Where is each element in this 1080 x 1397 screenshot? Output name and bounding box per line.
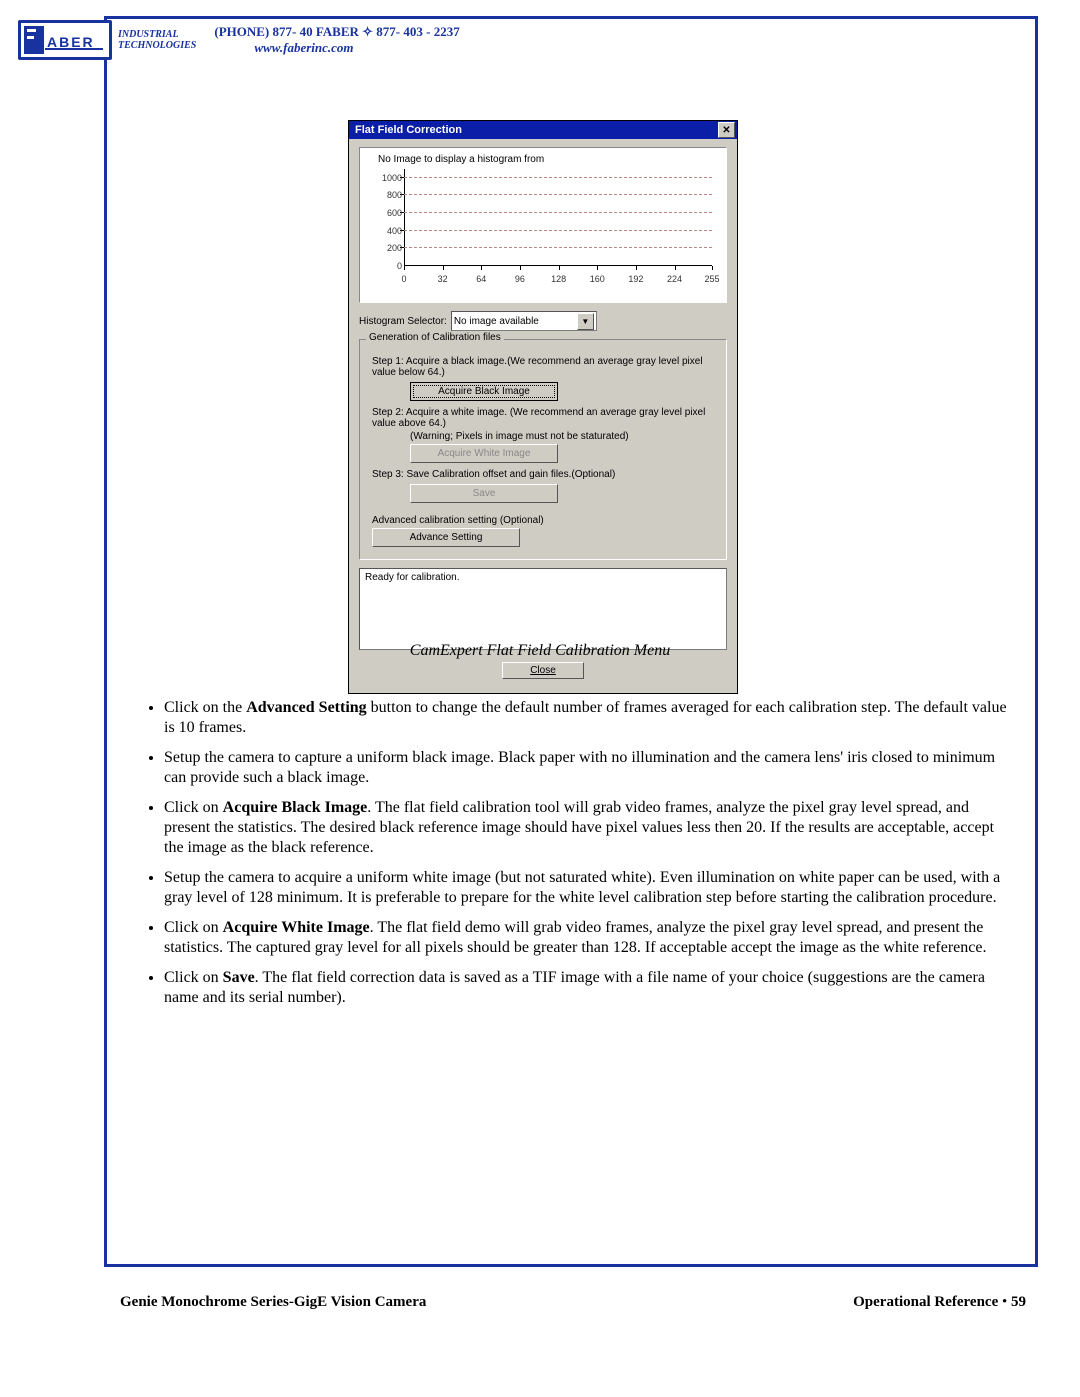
footer-section: Operational Reference [853, 1294, 998, 1310]
flat-field-dialog: Flat Field Correction ✕ No Image to disp… [348, 120, 738, 694]
footer-page: 59 [1011, 1294, 1026, 1310]
selector-label: Histogram Selector: [359, 316, 447, 327]
bullet-2: Setup the camera to capture a uniform bl… [164, 748, 1008, 788]
title-bar[interactable]: Flat Field Correction ✕ [349, 121, 737, 139]
histogram-chart: 020040060080010000326496128160192224255 [378, 169, 718, 284]
step1-label: Step 1: Acquire a black image.(We recomm… [372, 356, 714, 378]
footer-left: Genie Monochrome Series-GigE Vision Came… [120, 1294, 426, 1311]
histogram-message: No Image to display a histogram from [378, 154, 718, 165]
bullet-6: Click on Save. The flat field correction… [164, 968, 1008, 1008]
bullet-4: Setup the camera to acquire a uniform wh… [164, 868, 1008, 908]
y-axis [404, 169, 405, 266]
dialog-title: Flat Field Correction [355, 124, 462, 136]
close-icon[interactable]: ✕ [718, 122, 735, 138]
brand-logo: ABER [18, 20, 112, 60]
page-footer: Genie Monochrome Series-GigE Vision Came… [120, 1294, 1026, 1311]
acquire-black-button[interactable]: Acquire Black Image [410, 382, 558, 401]
advanced-label: Advanced calibration setting (Optional) [372, 515, 714, 526]
acquire-white-button[interactable]: Acquire White Image [410, 444, 558, 463]
groupbox-title: Generation of Calibration files [366, 332, 504, 343]
bullet-1: Click on the Advanced Setting button to … [164, 698, 1008, 738]
step3-label: Step 3: Save Calibration offset and gain… [372, 469, 714, 480]
close-button[interactable]: Close [502, 662, 584, 679]
histogram-selector[interactable]: No image available ▼ [451, 311, 597, 331]
logo-text-svg: ABER [47, 34, 95, 50]
figure-caption: CamExpert Flat Field Calibration Menu [0, 642, 1080, 660]
bullet-5: Click on Acquire White Image. The flat f… [164, 918, 1008, 958]
step2-note: (Warning; Pixels in image must not be st… [410, 431, 714, 442]
histogram-selector-row: Histogram Selector: No image available ▼ [359, 311, 727, 331]
status-box: Ready for calibration. [359, 568, 727, 650]
instruction-list: Click on the Advanced Setting button to … [138, 698, 1008, 1018]
close-button-label: Close [530, 665, 556, 676]
bullet-3: Click on Acquire Black Image. The flat f… [164, 798, 1008, 858]
advance-setting-button[interactable]: Advance Setting [372, 528, 520, 547]
calibration-groupbox: Generation of Calibration files Step 1: … [359, 339, 727, 560]
step2-label: Step 2: Acquire a white image. (We recom… [372, 407, 714, 429]
chevron-down-icon[interactable]: ▼ [577, 313, 594, 330]
footer-right: Operational Reference • 59 [853, 1294, 1026, 1311]
selector-value: No image available [454, 316, 539, 327]
histogram-panel: No Image to display a histogram from 020… [359, 147, 727, 303]
status-text: Ready for calibration. [365, 572, 460, 583]
save-button[interactable]: Save [410, 484, 558, 503]
footer-bullet: • [1002, 1294, 1007, 1310]
